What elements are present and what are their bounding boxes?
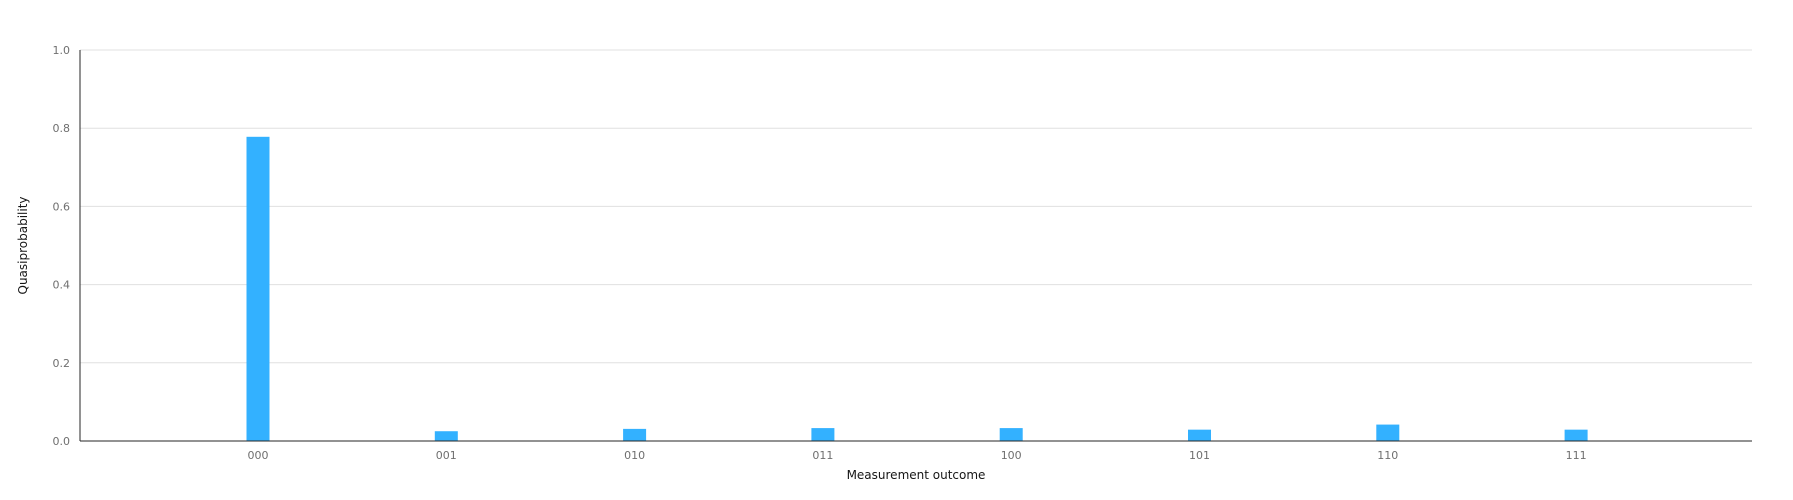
y-tick-label: 0.0 — [53, 435, 71, 448]
x-tick-label: 110 — [1377, 449, 1398, 462]
x-tick-label: 001 — [436, 449, 457, 462]
bar-001[interactable] — [434, 431, 458, 441]
x-tick-label: 011 — [812, 449, 833, 462]
y-tick-label: 0.6 — [53, 200, 71, 213]
axes-layer — [79, 50, 1752, 442]
x-tick-label: 111 — [1566, 449, 1587, 462]
x-tick-label: 010 — [624, 449, 645, 462]
y-tick-label: 0.4 — [53, 279, 71, 292]
y-tick-label: 0.8 — [53, 122, 71, 135]
bar-111[interactable] — [1564, 429, 1588, 441]
y-tick-label: 1.0 — [53, 44, 71, 57]
x-axis-title: Measurement outcome — [847, 468, 986, 482]
bar-100[interactable] — [999, 428, 1023, 441]
bar-000[interactable] — [246, 136, 270, 441]
bars-layer — [246, 136, 1588, 441]
x-tick-labels: 000 001 010 011 100 101 110 111 — [248, 449, 1587, 462]
bar-010[interactable] — [623, 428, 647, 441]
grid-layer — [80, 49, 1752, 364]
bar-011[interactable] — [811, 428, 835, 441]
bar-110[interactable] — [1376, 424, 1400, 441]
x-tick-label: 000 — [248, 449, 269, 462]
y-tick-label: 0.2 — [53, 357, 71, 370]
bar-101[interactable] — [1188, 429, 1211, 441]
y-axis-title: Quasiprobability — [16, 196, 30, 294]
y-tick-labels: 0.0 0.2 0.4 0.6 0.8 1.0 — [53, 44, 71, 448]
x-tick-label: 101 — [1189, 449, 1210, 462]
x-tick-label: 100 — [1001, 449, 1022, 462]
